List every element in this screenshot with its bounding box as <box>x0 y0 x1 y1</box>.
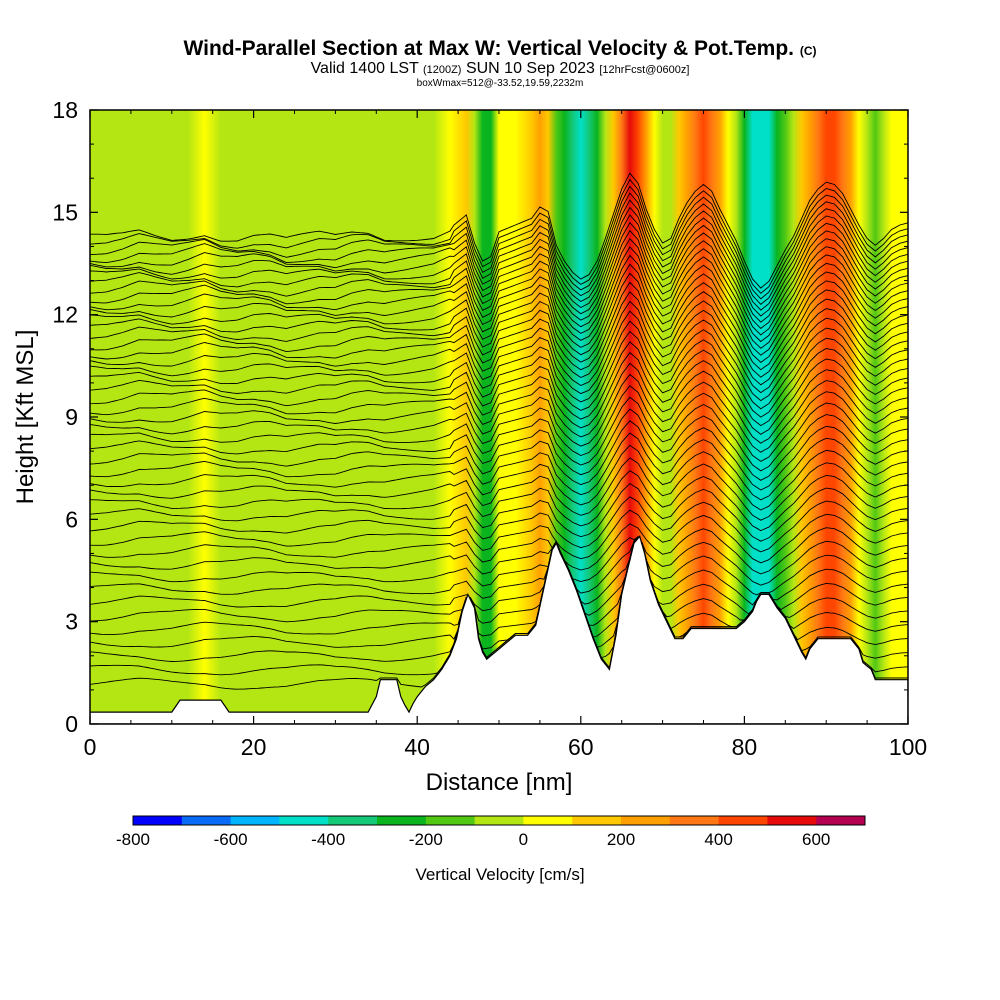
colorbar-frame <box>132 815 866 826</box>
copyright-mark: (C) <box>799 44 817 58</box>
isentrope-line <box>90 221 908 329</box>
x-tick-label: 80 <box>732 734 758 760</box>
colorbar-swatch <box>279 816 329 825</box>
colorbar-label: -800 <box>116 830 150 849</box>
colorbar-label: 200 <box>607 830 635 849</box>
title-main: Wind-Parallel Section at Max W: Vertical… <box>183 37 794 60</box>
y-tick-label: 15 <box>52 199 78 225</box>
y-tick-label: 9 <box>65 404 78 430</box>
valid-date: SUN 10 Sep 2023 <box>465 60 595 77</box>
isentrope-line <box>90 408 908 481</box>
isentrope-line <box>90 509 908 564</box>
box-info: boxWmax=512@-33.52,19.59,2232m <box>416 78 584 89</box>
isentrope-line <box>90 496 908 553</box>
colorbar-label: 400 <box>704 830 732 849</box>
x-tick-label: 0 <box>84 734 97 760</box>
x-tick-label: 60 <box>568 734 594 760</box>
isentrope-line <box>90 300 908 394</box>
isentrope-line <box>90 246 908 349</box>
isentrope-line <box>90 206 908 317</box>
isentrope-line <box>90 444 908 511</box>
isentrope-line <box>90 185 908 300</box>
isentrope-line <box>90 483 908 542</box>
colorbar-label: 600 <box>802 830 830 849</box>
chart-subtitle: Valid 1400 LST (1200Z) SUN 10 Sep 2023 [… <box>0 60 1000 78</box>
y-tick-label: 12 <box>52 302 78 328</box>
isentrope-line <box>90 199 908 311</box>
x-axis-title: Distance [nm] <box>426 769 573 796</box>
isentrope-line <box>90 470 908 532</box>
colorbar-swatch <box>230 816 280 825</box>
isentrope-line <box>90 192 908 306</box>
isentrope-line <box>90 362 908 444</box>
colorbar-swatch <box>669 816 720 825</box>
isentrope-line <box>90 351 908 435</box>
isentrope-line <box>90 373 908 453</box>
isentrope-line <box>90 432 908 501</box>
isentrope-line <box>90 535 908 606</box>
isentrope-line <box>90 272 908 371</box>
forecast-info: [12hrFcst@0600z] <box>599 64 690 76</box>
colorbar-swatch <box>572 816 622 825</box>
x-tick-label: 40 <box>404 734 430 760</box>
isentrope-line <box>90 214 908 323</box>
colorbar-swatch <box>523 816 573 825</box>
potential-temperature-contours <box>90 172 908 690</box>
colorbar-label: -600 <box>214 830 248 849</box>
chart-title: Wind-Parallel Section at Max W: Vertical… <box>0 37 1000 61</box>
colorbar: -800 -600 -400 -200 0 200 400 600 <box>116 815 866 849</box>
colorbar-swatch <box>425 816 476 825</box>
colorbar-swatch <box>377 816 427 825</box>
isentrope-line <box>90 254 908 356</box>
colorbar-label: 0 <box>519 830 528 849</box>
isentrope-line <box>90 457 908 521</box>
valid-time: Valid 1400 LST <box>310 60 419 77</box>
y-axis-title: Height [Kft MSL] <box>12 330 39 505</box>
isentrope-line <box>90 535 908 586</box>
isentrope-line <box>90 281 908 378</box>
colorbar-swatch <box>718 816 768 825</box>
colorbar-swatch <box>621 816 671 825</box>
isentrope-line <box>90 330 908 418</box>
isentrope-line <box>90 320 908 410</box>
terrain-mask <box>90 535 908 724</box>
y-tick-label: 0 <box>65 711 78 737</box>
colorbar-label: -200 <box>409 830 443 849</box>
isentrope-line <box>90 172 908 289</box>
colorbar-title: Vertical Velocity [cm/s] <box>415 865 584 884</box>
isentrope-line <box>90 385 908 462</box>
isentrope-line <box>90 263 908 363</box>
y-tick-label: 18 <box>52 97 78 123</box>
colorbar-label: -400 <box>311 830 345 849</box>
isentrope-line <box>90 396 908 472</box>
axes: 0 20 40 60 80 100 0 3 6 9 12 15 18 <box>52 97 927 760</box>
x-tick-label: 100 <box>889 734 927 760</box>
isentrope-line <box>90 310 908 402</box>
isentrope-line <box>90 523 908 575</box>
colorbar-swatch <box>181 816 232 825</box>
colorbar-swatch <box>816 816 866 825</box>
isentrope-line <box>90 237 908 343</box>
isentrope-line <box>90 229 908 336</box>
colorbar-swatch <box>328 816 378 825</box>
isentrope-line <box>90 291 908 386</box>
y-tick-label: 6 <box>65 506 78 532</box>
y-tick-label: 3 <box>65 609 78 635</box>
isentrope-line <box>90 178 908 294</box>
x-tick-label: 20 <box>241 734 267 760</box>
isentrope-line <box>90 420 908 491</box>
isentrope-line <box>90 535 908 596</box>
valid-utc: (1200Z) <box>422 64 462 76</box>
colorbar-swatch <box>767 816 817 825</box>
isentrope-line <box>90 341 908 427</box>
colorbar-swatch <box>133 816 183 825</box>
colorbar-swatch <box>474 816 524 825</box>
